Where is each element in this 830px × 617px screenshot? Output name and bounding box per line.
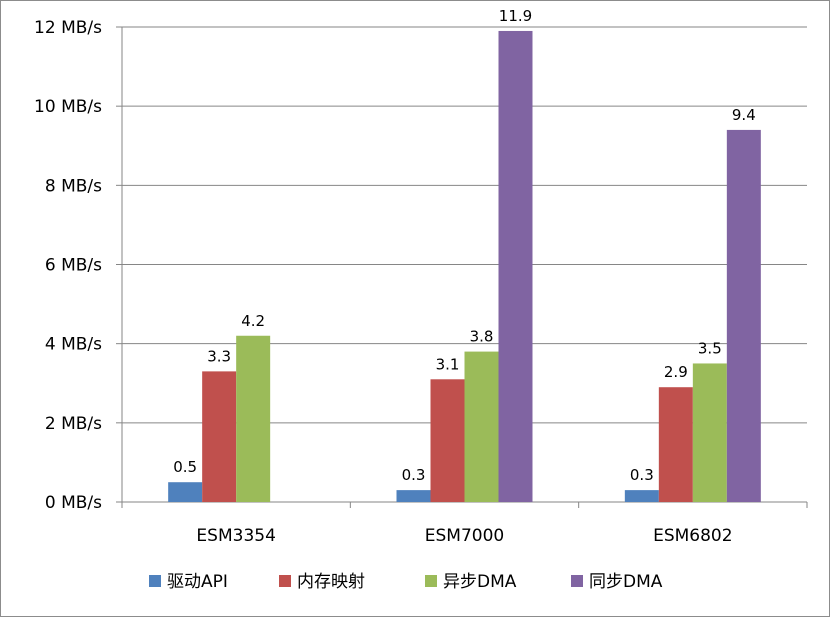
- y-tick-label: 12 MB/s: [34, 18, 102, 38]
- y-tick-label: 2 MB/s: [45, 414, 102, 434]
- y-tick-label: 10 MB/s: [34, 97, 102, 117]
- legend-label: 异步DMA: [443, 572, 517, 592]
- bar-1-1: [430, 379, 465, 502]
- bar-2-2: [692, 363, 727, 502]
- y-tick-label: 4 MB/s: [45, 335, 102, 355]
- data-label: 3.3: [207, 347, 231, 365]
- y-tick-label: 6 MB/s: [45, 256, 102, 276]
- data-label: 9.4: [732, 106, 756, 124]
- bar-2-1: [464, 351, 499, 502]
- data-label: 4.2: [241, 312, 265, 330]
- x-category-label: ESM6802: [653, 526, 732, 546]
- y-tick-label: 0 MB/s: [45, 493, 102, 513]
- data-labels: 0.5 3.3 4.2 0.3 3.1 3.8 11.9 0.3 2.9 3.5 9.4: [173, 7, 756, 484]
- bar-3-1: [498, 30, 533, 502]
- legend: 驱动API 内存映射 异步DMA 同步DMA: [149, 572, 663, 592]
- legend-swatch: [571, 575, 583, 587]
- data-label: 11.9: [499, 7, 532, 25]
- data-label: 2.9: [664, 363, 688, 381]
- x-category-label: ESM3354: [196, 526, 275, 546]
- data-label: 3.1: [436, 355, 460, 373]
- bar-1-2: [658, 387, 693, 502]
- legend-swatch: [149, 575, 161, 587]
- data-label: 0.3: [402, 466, 426, 484]
- bar-2-0: [236, 335, 271, 502]
- legend-label: 驱动API: [167, 572, 228, 592]
- bar-0-2: [624, 490, 659, 502]
- data-label: 0.3: [630, 466, 654, 484]
- legend-label: 内存映射: [297, 572, 365, 592]
- data-label: 3.5: [698, 339, 722, 357]
- bar-3-2: [726, 129, 761, 502]
- bar-0-0: [168, 482, 203, 502]
- legend-label: 同步DMA: [589, 572, 663, 592]
- legend-swatch: [279, 575, 291, 587]
- y-tick-label: 8 MB/s: [45, 176, 102, 196]
- bars: [168, 30, 761, 502]
- bar-1-0: [202, 371, 237, 502]
- bar-0-1: [396, 490, 431, 502]
- x-category-label: ESM7000: [425, 526, 504, 546]
- legend-swatch: [425, 575, 437, 587]
- data-label: 3.8: [470, 328, 494, 346]
- data-label: 0.5: [173, 458, 197, 476]
